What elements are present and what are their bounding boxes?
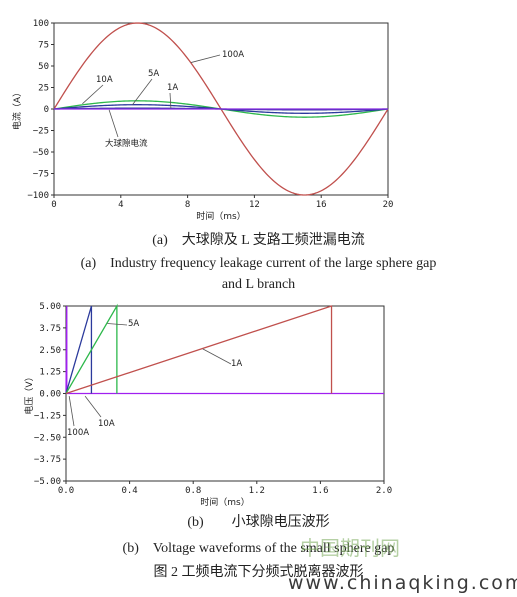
caption-a-cn: (a) 大球隙及 L 支路工频泄漏电流 bbox=[152, 233, 365, 248]
y-tick-label: 75 bbox=[38, 41, 49, 51]
y-axis-label: 电压（V） bbox=[23, 372, 35, 414]
annotation-label: 100A bbox=[222, 50, 244, 60]
x-axis-label: 时间（ms） bbox=[200, 496, 249, 508]
annotation-leader bbox=[132, 78, 153, 105]
x-axis-label: 时间（ms） bbox=[196, 210, 245, 222]
x-tick-label: 0.8 bbox=[185, 486, 201, 496]
caption-b-cn: (b) 小球隙电压波形 bbox=[187, 515, 330, 530]
y-tick-label: −25 bbox=[33, 127, 49, 137]
y-tick-label: 1.25 bbox=[39, 368, 61, 378]
series-line-1A bbox=[65, 305, 333, 395]
annotation-label: 10A bbox=[98, 419, 115, 429]
x-tick-label: 4 bbox=[118, 200, 123, 210]
series-line-100A bbox=[65, 305, 384, 395]
series-line-5A bbox=[65, 303, 118, 394]
caption-a-en-line1: (a) Industry frequency leakage current o… bbox=[80, 256, 437, 271]
series-line-10A bbox=[65, 305, 93, 394]
x-tick-label: 20 bbox=[383, 200, 394, 210]
annotation-leader bbox=[108, 109, 119, 138]
y-tick-label: 0 bbox=[44, 105, 49, 115]
watermark-cn: 中国期刊网 bbox=[300, 536, 400, 560]
annotation-label: 1A bbox=[167, 83, 178, 93]
y-tick-label: 3.75 bbox=[39, 324, 61, 334]
annotation-label: 5A bbox=[128, 319, 139, 329]
y-tick-label: 2.50 bbox=[39, 346, 61, 356]
y-tick-label: −2.50 bbox=[34, 433, 61, 443]
annotation-leader bbox=[202, 348, 232, 365]
annotation-leader bbox=[190, 54, 221, 63]
y-axis-label: 电流（A） bbox=[11, 88, 23, 130]
chart-b-voltage-waveform: 0.0 0.4 0.8 1.2 1.6 2.0 5.00 3.75 2.50 1.25 0.00 −1… bbox=[23, 302, 392, 508]
y-tick-label: −100 bbox=[27, 191, 49, 201]
y-tick-label: 0.00 bbox=[39, 390, 61, 400]
x-tick-label: 1.6 bbox=[312, 486, 328, 496]
annotation-leader bbox=[82, 84, 104, 105]
y-tick-label: −50 bbox=[33, 148, 49, 158]
y-tick-label: −1.25 bbox=[34, 411, 61, 421]
annotation-label: 大球隙电流 bbox=[105, 138, 148, 149]
chart-a-leakage-current: 0 4 8 12 16 20 100 75 50 25 0 −25 −50 −75 −100 时间（ms） 电流… bbox=[11, 19, 394, 222]
x-tick-label: 16 bbox=[316, 200, 327, 210]
annotation-leader bbox=[68, 396, 75, 427]
annotation-label: 100A bbox=[67, 428, 89, 438]
y-tick-label: 100 bbox=[33, 19, 49, 29]
watermark-url: www.chinaqking.com bbox=[288, 572, 517, 594]
y-tick-label: 50 bbox=[38, 62, 49, 72]
x-tick-label: 0.0 bbox=[58, 486, 74, 496]
y-tick-label: −3.75 bbox=[34, 455, 61, 465]
x-tick-label: 2.0 bbox=[376, 486, 392, 496]
annotation-leader bbox=[84, 395, 102, 418]
y-tick-label: −5.00 bbox=[34, 477, 61, 487]
annotation-label: 5A bbox=[148, 69, 159, 79]
caption-a-en-line2: and L branch bbox=[221, 277, 296, 292]
annotation-leader bbox=[107, 323, 128, 326]
x-tick-label: 1.2 bbox=[249, 486, 265, 496]
x-tick-label: 12 bbox=[249, 200, 260, 210]
annotation-leader bbox=[169, 92, 172, 109]
y-tick-label: 5.00 bbox=[39, 302, 61, 312]
x-tick-label: 0.4 bbox=[121, 486, 137, 496]
y-tick-label: 25 bbox=[38, 84, 49, 94]
caption-b-en: (b) Voltage waveforms of the small spher… bbox=[122, 541, 395, 556]
figure-caption: 图 2 工频电流下分频式脱离器波形 bbox=[153, 565, 364, 580]
x-tick-label: 0 bbox=[51, 200, 56, 210]
annotation-label: 1A bbox=[231, 359, 242, 369]
annotation-label: 10A bbox=[96, 75, 113, 85]
y-tick-label: −75 bbox=[33, 170, 49, 180]
x-tick-label: 8 bbox=[185, 200, 190, 210]
